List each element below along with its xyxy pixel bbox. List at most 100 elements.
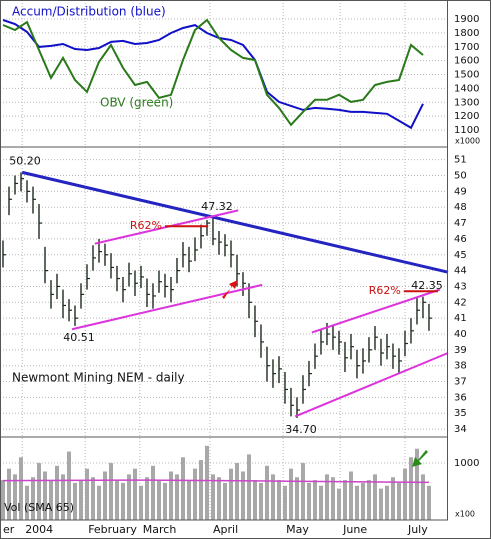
volume-bar: [90, 477, 95, 520]
volume-bar: [198, 460, 203, 520]
volume-bar: [402, 468, 407, 520]
volume-bar: [150, 465, 155, 520]
trendline-label: R62%: [369, 284, 401, 297]
y-tick-label: 1600: [454, 56, 479, 67]
volume-bar: [300, 462, 305, 520]
y-tick-label: 39: [454, 345, 467, 356]
volume-title: Vol (SMA 65): [4, 501, 74, 514]
y-tick-label: 42: [454, 297, 467, 308]
volume-bar: [306, 482, 311, 520]
y-tick-label: 44: [454, 266, 467, 277]
volume-bar: [366, 480, 371, 520]
x-tick-label: April: [213, 523, 238, 536]
y-tick-label: 1100: [454, 125, 479, 136]
x-tick-label: June: [342, 523, 367, 536]
y-tick-label: 40: [454, 329, 467, 340]
volume-bar: [384, 485, 389, 520]
y-tick-label: 49: [454, 186, 467, 197]
y-tick-label: 35: [454, 408, 467, 419]
y-tick-label: 41: [454, 313, 467, 324]
y-tick-label: 51: [454, 155, 467, 166]
volume-bar: [288, 468, 293, 520]
volume-bar: [108, 462, 113, 520]
y-tick-label: 1400: [454, 83, 479, 94]
volume-bar: [210, 474, 215, 520]
legend-label: Accum/Distribution (blue): [12, 5, 166, 19]
volume-bar: [72, 482, 77, 520]
trendline-label: R62%: [130, 219, 162, 232]
volume-bar: [114, 480, 119, 520]
y-tick-label: 43: [454, 281, 467, 292]
volume-bar: [174, 474, 179, 520]
volume-bar: [156, 480, 161, 520]
volume-bar: [282, 485, 287, 520]
y-tick-label: 1800: [454, 28, 479, 39]
x-tick-label: er: [3, 523, 15, 536]
volume-bar: [168, 471, 173, 520]
volume-bar: [180, 457, 185, 520]
volume-bar: [336, 488, 341, 520]
red-arrow: [222, 280, 238, 299]
y-tick-label: 34: [454, 424, 467, 435]
volume-bar: [12, 474, 17, 520]
y-tick-label: 47: [454, 218, 467, 229]
y-tick-label: 46: [454, 234, 467, 245]
volume-bar: [18, 457, 23, 520]
volume-bar: [132, 468, 137, 520]
x-tick-label: May: [286, 523, 309, 536]
indicator-line: [2, 18, 424, 127]
volume-bar: [144, 477, 149, 520]
volume-bar: [396, 482, 401, 520]
volume-bar: [312, 480, 317, 520]
y-tick-label: 1200: [454, 111, 479, 122]
volume-bar: [42, 471, 47, 520]
volume-bar: [126, 474, 131, 520]
indicator-line: [2, 19, 424, 130]
x-tick-label: February: [88, 523, 137, 536]
volume-frame: [0, 436, 448, 521]
y-tick-label: 1700: [454, 42, 479, 53]
volume-bar: [420, 474, 425, 520]
volume-bar: [252, 480, 257, 520]
volume-bar: [354, 485, 359, 520]
volume-bar: [60, 474, 65, 520]
axis-multiplier: x1000: [455, 137, 480, 146]
y-tick-label: 1500: [454, 70, 479, 81]
volume-bar: [234, 462, 239, 520]
volume-bar: [96, 485, 101, 520]
volume-bar: [66, 451, 71, 520]
volume-bar: [6, 468, 11, 520]
volume-bar: [408, 457, 413, 520]
volume-bar: [78, 480, 83, 520]
trendline: [311, 288, 441, 334]
volume-bar: [360, 482, 365, 520]
volume-bar: [192, 468, 197, 520]
volume-bar: [330, 477, 335, 520]
green-arrow: [412, 450, 428, 467]
volume-bar: [318, 485, 323, 520]
price-title: Newmont Mining NEM - daily: [12, 371, 185, 385]
volume-bar: [222, 482, 227, 520]
volume-bar: [84, 468, 89, 520]
price-annotation: 47.32: [201, 200, 233, 213]
price-annotation: 42.35: [411, 279, 443, 292]
volume-bar: [348, 471, 353, 520]
price-annotation: 34.70: [285, 423, 317, 436]
volume-bar: [276, 480, 281, 520]
y-tick-label: 48: [454, 202, 467, 213]
trendline: [294, 352, 449, 418]
price-annotation: 40.51: [63, 331, 95, 344]
volume-bar: [24, 485, 29, 520]
volume-bar: [342, 480, 347, 520]
volume-bar: [324, 474, 329, 520]
volume-bar: [228, 468, 233, 520]
volume-bar: [36, 462, 41, 520]
volume-bar: [294, 477, 299, 520]
y-tick-label: 36: [454, 392, 467, 403]
volume-bar: [162, 482, 167, 520]
volume-bar: [54, 465, 59, 520]
x-tick-label: 2004: [25, 523, 53, 536]
volume-bar: [240, 471, 245, 520]
